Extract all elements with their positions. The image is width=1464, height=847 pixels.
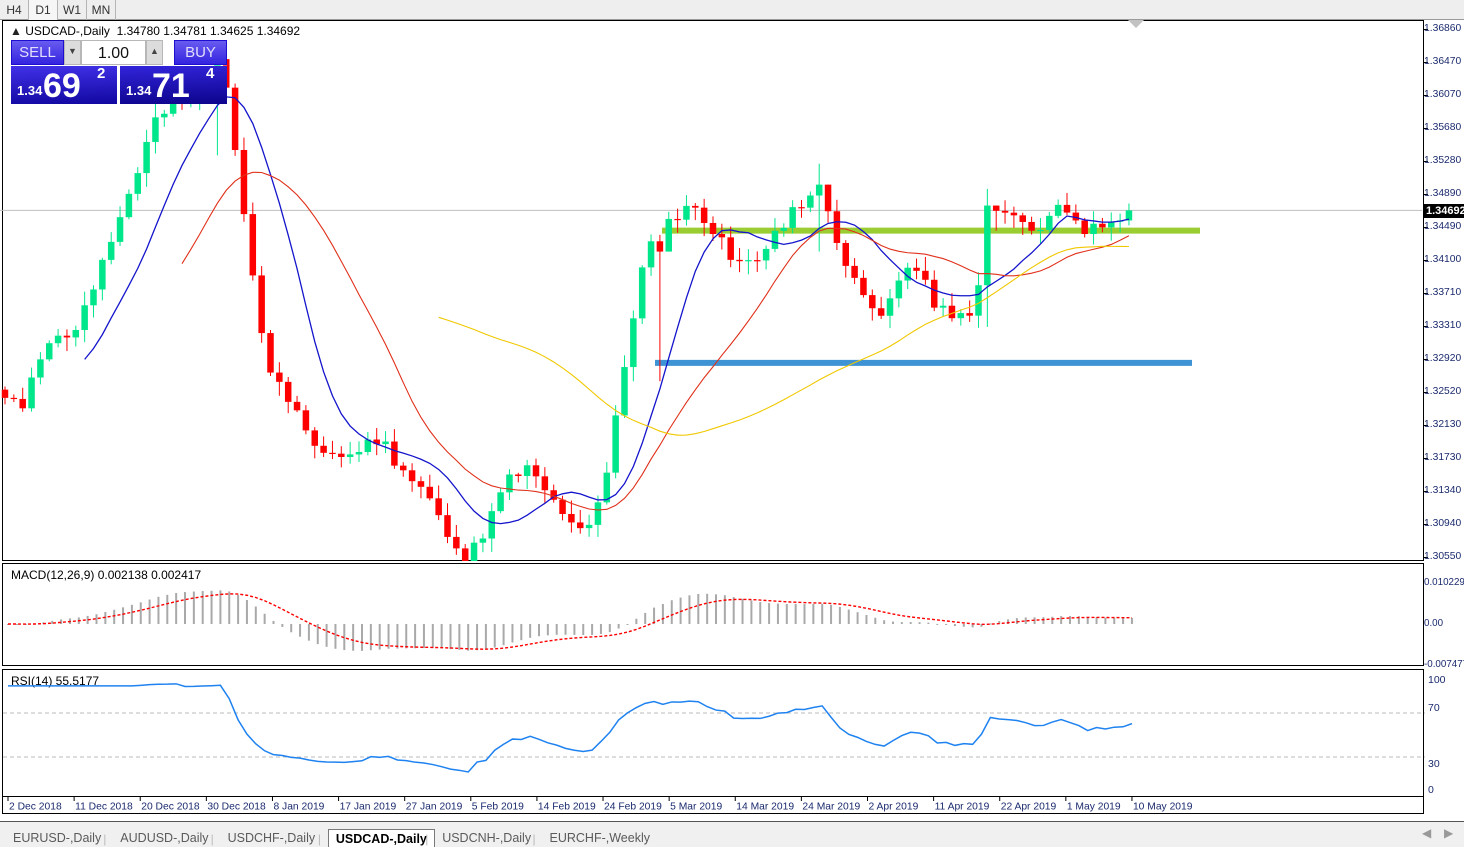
svg-text:11 Dec 2018: 11 Dec 2018: [75, 802, 133, 813]
svg-text:5 Mar 2019: 5 Mar 2019: [670, 802, 722, 813]
svg-text:20 Dec 2018: 20 Dec 2018: [141, 802, 200, 813]
svg-text:14 Mar 2019: 14 Mar 2019: [736, 802, 794, 813]
svg-text:5 Feb 2019: 5 Feb 2019: [472, 802, 524, 813]
svg-text:2 Dec 2018: 2 Dec 2018: [9, 802, 62, 813]
svg-text:1 May 2019: 1 May 2019: [1067, 802, 1121, 813]
svg-text:8 Jan 2019: 8 Jan 2019: [273, 802, 324, 813]
svg-text:11 Apr 2019: 11 Apr 2019: [935, 802, 990, 813]
svg-text:22 Apr 2019: 22 Apr 2019: [1001, 802, 1057, 813]
svg-text:27 Jan 2019: 27 Jan 2019: [406, 802, 463, 813]
svg-text:30 Dec 2018: 30 Dec 2018: [207, 802, 266, 813]
svg-text:2 Apr 2019: 2 Apr 2019: [868, 802, 918, 813]
svg-text:24 Mar 2019: 24 Mar 2019: [802, 802, 860, 813]
svg-text:17 Jan 2019: 17 Jan 2019: [340, 802, 397, 813]
svg-text:24 Feb 2019: 24 Feb 2019: [604, 802, 662, 813]
svg-text:14 Feb 2019: 14 Feb 2019: [538, 802, 596, 813]
svg-text:10 May 2019: 10 May 2019: [1133, 802, 1193, 813]
